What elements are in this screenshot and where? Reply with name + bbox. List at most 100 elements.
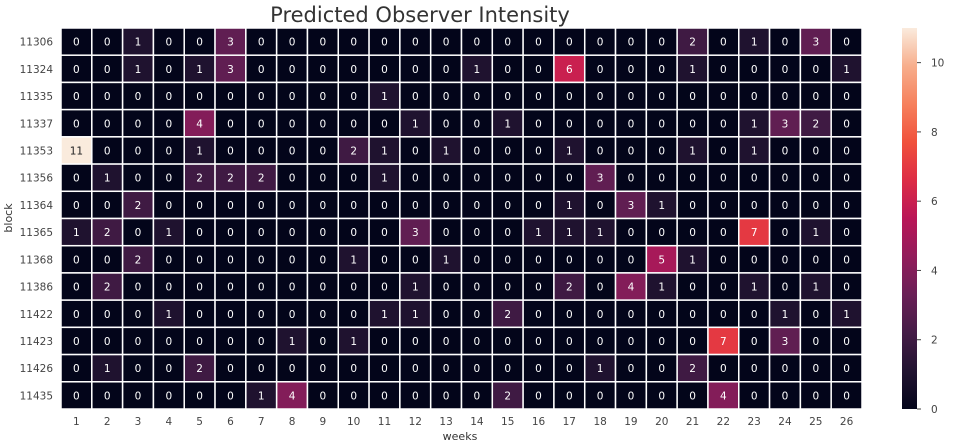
- cell-value-label: 0: [258, 118, 265, 130]
- cell-value-label: 0: [227, 227, 234, 239]
- heatmap-cell: [830, 326, 863, 356]
- heatmap-cell: [614, 163, 648, 193]
- cell-value-label: 1: [504, 118, 511, 130]
- cell-value-label: 0: [289, 309, 296, 321]
- cell-value-label: 0: [227, 254, 234, 266]
- cell-value-label: 4: [628, 282, 635, 294]
- colorbar-tick-label: 8: [931, 127, 938, 139]
- cell-value-label: 0: [843, 254, 850, 266]
- cell-value-label: 1: [196, 145, 203, 157]
- cell-value-label: 0: [289, 145, 296, 157]
- cell-value-label: 0: [504, 37, 511, 49]
- cell-value-label: 0: [320, 254, 327, 266]
- x-tick-label: 8: [289, 416, 296, 428]
- cell-value-label: 2: [566, 282, 573, 294]
- cell-value-label: 0: [474, 145, 481, 157]
- cell-value-label: 0: [504, 145, 511, 157]
- heatmap-cell: [60, 272, 93, 301]
- heatmap-cell: [91, 272, 124, 301]
- heatmap-cell: [214, 190, 247, 220]
- cell-value-label: 4: [196, 118, 203, 130]
- heatmap-cell: [830, 217, 863, 247]
- heatmap-cell: [830, 190, 863, 220]
- heatmap-cell: [91, 353, 124, 383]
- heatmap-cell: [337, 244, 370, 274]
- heatmap-cell: [553, 136, 586, 165]
- heatmap-cell: [707, 272, 740, 301]
- heatmap-cell: [799, 381, 832, 410]
- x-tick-label: 11: [378, 416, 391, 428]
- cell-value-label: 1: [751, 282, 758, 294]
- cell-value-label: 0: [812, 200, 819, 212]
- cell-value-label: 0: [350, 200, 357, 212]
- cell-value-label: 0: [504, 227, 511, 239]
- cell-value-label: 1: [381, 173, 388, 185]
- cell-value-label: 2: [689, 37, 696, 49]
- cell-value-label: 0: [812, 363, 819, 375]
- heatmap-cell: [152, 81, 185, 111]
- cell-value-label: 0: [104, 91, 111, 103]
- cell-value-label: 0: [381, 37, 388, 49]
- cell-value-label: 0: [258, 227, 265, 239]
- cell-value-label: 0: [196, 91, 203, 103]
- cell-value-label: 0: [412, 37, 419, 49]
- heatmap-cell: [429, 381, 463, 410]
- cell-value-label: 0: [474, 200, 481, 212]
- cell-value-label: 0: [289, 64, 296, 76]
- cell-value-label: 0: [196, 309, 203, 321]
- heatmap-cell: [60, 108, 93, 138]
- cell-value-label: 0: [504, 282, 511, 294]
- y-tick-labels: 11306 11324 11335 11337 11353 11356 11364 11365…: [20, 37, 54, 403]
- cell-value-label: 0: [474, 363, 481, 375]
- chart-title: Predicted Observer Intensity: [270, 3, 570, 27]
- cell-value-label: 0: [535, 118, 542, 130]
- heatmap-cell: [768, 136, 802, 165]
- cell-value-label: 0: [320, 282, 327, 294]
- heatmap-cell: [768, 299, 802, 329]
- cell-value-label: 0: [597, 282, 604, 294]
- cell-value-label: 0: [73, 282, 80, 294]
- cell-value-label: 0: [104, 254, 111, 266]
- cell-value-label: 0: [566, 37, 573, 49]
- cell-value-label: 0: [135, 173, 142, 185]
- cell-value-label: 0: [474, 282, 481, 294]
- heatmap-cell: [121, 81, 155, 111]
- cell-value-label: 0: [782, 200, 789, 212]
- cell-value-label: 0: [381, 200, 388, 212]
- heatmap-cell: [491, 299, 524, 329]
- cell-value-label: 0: [566, 390, 573, 402]
- cell-value-label: 0: [350, 282, 357, 294]
- cell-value-label: 0: [535, 363, 542, 375]
- cell-value-label: 0: [227, 336, 234, 348]
- cell-value-label: 0: [381, 118, 388, 130]
- cell-value-label: 0: [227, 145, 234, 157]
- heatmap-cell: [583, 299, 617, 329]
- cell-value-label: 2: [504, 309, 511, 321]
- cell-value-label: 1: [135, 37, 142, 49]
- colorbar-tick-label: 10: [931, 58, 944, 70]
- x-tick-label: 15: [501, 416, 514, 428]
- cell-value-label: 0: [720, 173, 727, 185]
- heatmap-cell: [799, 54, 832, 84]
- heatmap-cell: [738, 353, 771, 383]
- cell-value-label: 0: [381, 336, 388, 348]
- y-tick-label: 11422: [20, 309, 53, 321]
- cell-value-label: 1: [165, 309, 172, 321]
- cell-value-label: 0: [689, 200, 696, 212]
- cell-value-label: 0: [135, 390, 142, 402]
- cell-value-label: 0: [751, 363, 758, 375]
- cell-value-label: 0: [658, 64, 665, 76]
- heatmap-cell: [738, 27, 771, 56]
- cell-value-label: 4: [720, 390, 727, 402]
- cell-value-label: 0: [443, 37, 450, 49]
- cell-value-label: 0: [289, 282, 296, 294]
- cell-value-label: 0: [566, 254, 573, 266]
- cell-value-label: 0: [535, 282, 542, 294]
- cell-value-label: 0: [227, 200, 234, 212]
- heatmap-cell: [183, 54, 216, 84]
- cell-value-label: 0: [350, 91, 357, 103]
- cell-value-label: 1: [597, 227, 604, 239]
- heatmap-cell: [399, 81, 432, 111]
- cell-value-label: 0: [535, 64, 542, 76]
- cell-value-label: 0: [320, 118, 327, 130]
